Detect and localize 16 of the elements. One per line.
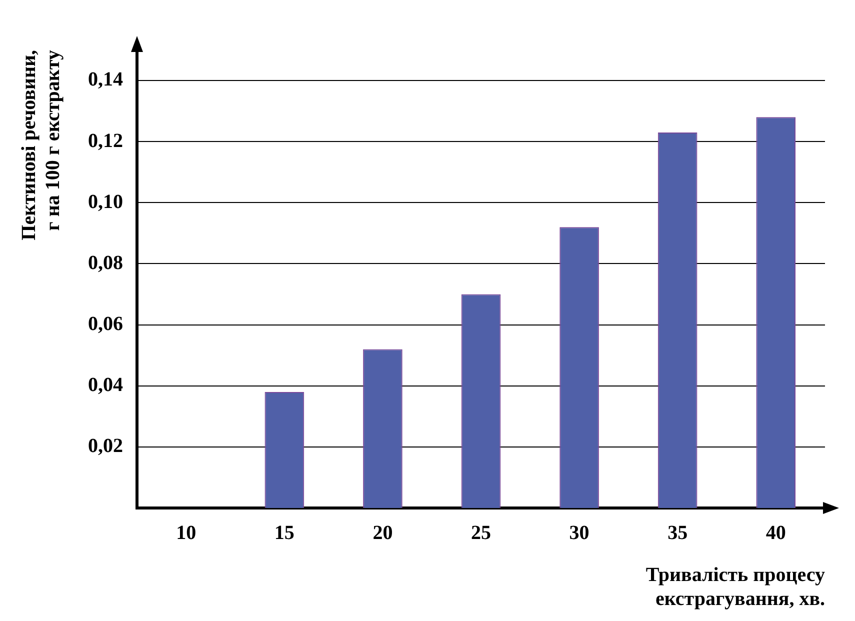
y-tick-label: 0,04	[88, 374, 123, 396]
y-axis-title: Пектинові речовини, г на 100 г екстракту	[18, 50, 64, 240]
y-tick-label: 0,14	[88, 68, 123, 91]
y-tick-label: 0,02	[88, 435, 123, 458]
x-tick-label: 15	[274, 522, 294, 544]
x-tick-label: 25	[471, 522, 491, 544]
x-tick-label: 10	[176, 522, 196, 544]
x-tick-label: 40	[766, 522, 786, 544]
x-axis-title: Тривалість процесу екстрагування, хв.	[646, 564, 825, 610]
y-tick-label: 0,08	[88, 252, 123, 274]
x-tick-label: 30	[569, 522, 590, 544]
y-tick-label: 0,06	[88, 312, 123, 335]
y-tick-label: 0,12	[88, 130, 123, 152]
y-tick-label: 0,10	[88, 190, 123, 213]
x-tick-label: 35	[668, 522, 688, 544]
x-tick-label: 20	[372, 522, 393, 544]
